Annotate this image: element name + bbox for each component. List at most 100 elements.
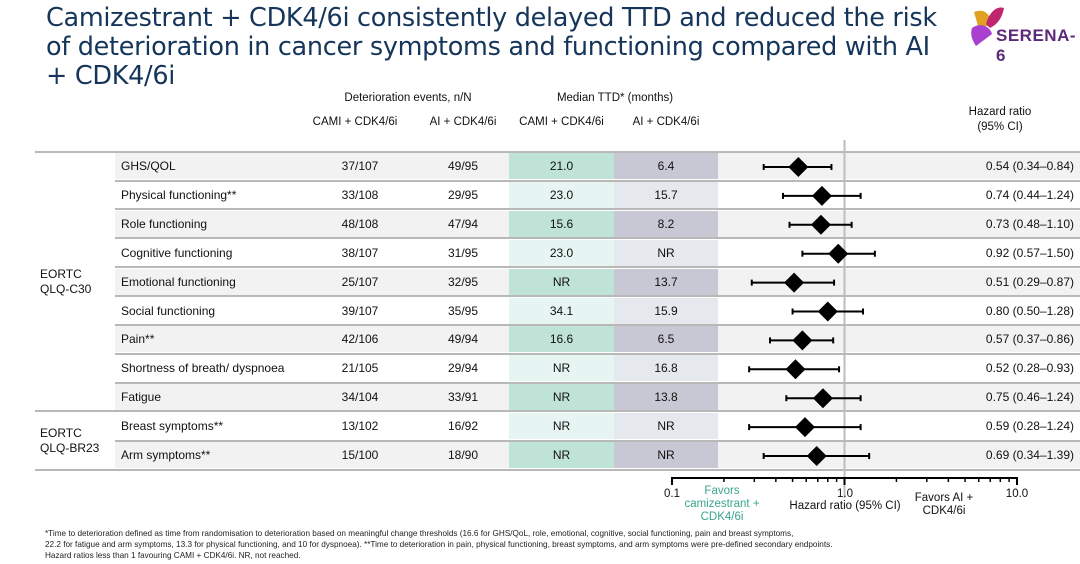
- table-row: GHS/QOL 37/107 49/95 21.0 6.4 0.54 (0.34–0.84…: [115, 153, 1080, 179]
- group-label-line: QLQ-BR23: [40, 441, 100, 455]
- slide-title: Camizestrant + CDK4/6i consistently dela…: [46, 3, 937, 91]
- cami-median: 21.0: [509, 153, 614, 179]
- ai-median: 8.2: [614, 210, 718, 237]
- hr-text: 0.54 (0.34–0.84): [985, 159, 1074, 173]
- ai-median: 15.9: [614, 297, 718, 324]
- ai-events: 29/94: [447, 361, 479, 376]
- favors-left-label: Favors camizestrant + CDK4/6i: [684, 485, 760, 523]
- table-row: Role functioning 48/108 47/94 15.6 8.2 0.73 (…: [115, 210, 1080, 237]
- row-divider: [115, 352, 1080, 355]
- ai-events: 49/94: [447, 332, 479, 347]
- favors-right-label: Favors AI + CDK4/6i: [914, 492, 974, 517]
- hr-text: 0.69 (0.34–1.39): [985, 448, 1074, 462]
- hr-text: 0.57 (0.37–0.86): [985, 332, 1074, 347]
- hr-point: [817, 301, 838, 322]
- ai-events: 33/91: [447, 390, 479, 405]
- cami-median: NR: [509, 355, 614, 382]
- cami-median: 16.6: [509, 326, 614, 353]
- table-bottom-rule: [35, 469, 1080, 471]
- logo-petals-icon: [971, 7, 1004, 46]
- table-row: Social functioning 39/107 35/95 34.1 15.9 0.8…: [115, 297, 1080, 324]
- row-divider: [115, 179, 1080, 182]
- ai-median: 13.8: [614, 384, 718, 411]
- hr-text: 0.51 (0.29–0.87): [985, 274, 1074, 289]
- hr-point: [812, 388, 833, 409]
- cami-events: 38/107: [341, 245, 379, 260]
- cami-median: NR: [509, 268, 614, 295]
- logo-text: SERENA-6: [996, 26, 1077, 65]
- row-divider: [115, 208, 1080, 211]
- hr-text: 0.75 (0.46–1.24): [985, 390, 1074, 405]
- cami-events: 15/100: [341, 448, 379, 462]
- hr-text: 0.59 (0.28–1.24): [985, 419, 1074, 434]
- ai-median: NR: [614, 413, 718, 440]
- hr-point: [792, 330, 813, 351]
- row-divider: [115, 381, 1080, 384]
- cami-median: NR: [509, 384, 614, 411]
- footnote-line: Hazard ratios less than 1 favouring CAMI…: [45, 551, 301, 560]
- group-label-qlq-br23: EORTC QLQ-BR23: [40, 426, 99, 456]
- hr-point: [810, 214, 831, 235]
- ai-events: 47/94: [447, 216, 479, 231]
- ai-events: 16/92: [447, 419, 479, 434]
- group-label-line: EORTC: [40, 426, 82, 440]
- row-label: Fatigue: [121, 390, 162, 405]
- group-divider: [35, 410, 1080, 412]
- x-axis-label: Hazard ratio (95% CI): [789, 500, 901, 512]
- row-label: Breast symptoms**: [121, 419, 224, 434]
- table-row: Arm symptoms** 15/100 18/90 NR NR 0.69 (0.34–…: [115, 442, 1080, 468]
- ai-median: NR: [614, 442, 718, 468]
- row-label: Cognitive functioning: [121, 245, 233, 260]
- cami-events: 39/107: [341, 303, 379, 318]
- table-row: Fatigue 34/104 33/91 NR 13.8 0.75 (0.46–1.24): [115, 384, 1080, 411]
- x-tick-label: 1.0: [837, 488, 853, 500]
- table-row: Breast symptoms** 13/102 16/92 NR NR 0.59 (0.…: [115, 413, 1080, 440]
- group-label-line: EORTC: [40, 267, 82, 281]
- header-events-ai: AI + CDK4/6i: [429, 116, 497, 128]
- header-median-cami: CAMI + CDK4/6i: [519, 116, 604, 128]
- group-label-qlq-c30: EORTC QLQ-C30: [40, 267, 91, 297]
- hr-text: 0.92 (0.57–1.50): [985, 245, 1074, 260]
- cami-events: 13/102: [341, 419, 379, 434]
- row-divider: [115, 324, 1080, 326]
- x-tick-label: 10.0: [1005, 488, 1029, 500]
- row-divider: [115, 295, 1080, 298]
- table-top-rule: [35, 151, 1080, 153]
- hr-point: [828, 243, 849, 264]
- ai-median: 13.7: [614, 268, 718, 295]
- row-label: Shortness of breath/ dyspnoea: [121, 361, 285, 376]
- group-label-line: QLQ-C30: [40, 282, 92, 296]
- cami-median: 23.0: [509, 181, 614, 208]
- cami-median: 23.0: [509, 239, 614, 266]
- footnote-line: *Time to deterioration defined as time f…: [45, 529, 794, 538]
- ai-events: 35/95: [447, 303, 479, 318]
- ai-median: NR: [614, 239, 718, 266]
- hr-text: 0.80 (0.50–1.28): [985, 303, 1074, 318]
- ai-median: 16.8: [614, 355, 718, 382]
- hr-point: [784, 272, 805, 293]
- header-median: Median TTD* (months): [556, 92, 674, 104]
- table-row: Shortness of breath/ dyspnoea 21/105 29/94…: [115, 355, 1080, 382]
- cami-events: 48/108: [341, 216, 379, 231]
- table-row: Cognitive functioning 38/107 31/95 23.0 NR 0.…: [115, 239, 1080, 266]
- table-row: Physical functioning** 33/108 29/95 23.0 15.…: [115, 181, 1080, 208]
- ai-median: 15.7: [614, 181, 718, 208]
- footnote-line: 22.2 for fatigue and arm symptoms, 13.3 …: [45, 540, 833, 549]
- header-median-ai: AI + CDK4/6i: [632, 116, 700, 128]
- cami-events: 21/105: [341, 361, 379, 376]
- cami-median: 34.1: [509, 297, 614, 324]
- hr-point: [811, 185, 832, 206]
- ai-events: 18/90: [447, 448, 479, 462]
- cami-median: 15.6: [509, 210, 614, 237]
- row-label: Physical functioning**: [121, 187, 237, 202]
- row-divider: [115, 439, 1080, 442]
- cami-events: 33/108: [341, 187, 379, 202]
- hr-text: 0.74 (0.44–1.24): [985, 187, 1074, 202]
- header-events-cami: CAMI + CDK4/6i: [312, 116, 398, 128]
- row-divider: [115, 237, 1080, 240]
- cami-events: 42/106: [341, 332, 379, 347]
- hr-point: [788, 157, 809, 177]
- ai-events: 32/95: [447, 274, 479, 289]
- row-label: Role functioning: [121, 216, 208, 231]
